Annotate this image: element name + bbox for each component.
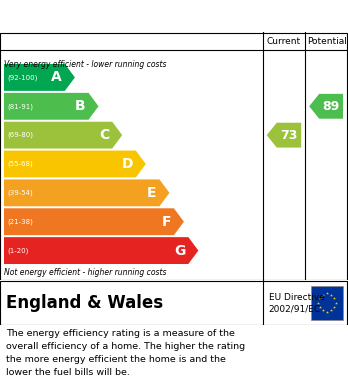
Text: Current: Current [267,36,301,45]
Polygon shape [4,151,146,178]
Polygon shape [4,93,98,120]
Text: (21-38): (21-38) [7,219,33,225]
Bar [311,285,343,319]
Polygon shape [4,122,122,149]
Text: F: F [161,215,171,229]
Text: (1-20): (1-20) [7,248,29,254]
Text: (55-68): (55-68) [7,161,33,167]
Text: E: E [147,186,157,200]
Text: 2002/91/EC: 2002/91/EC [269,305,321,314]
Text: (81-91): (81-91) [7,103,33,109]
Text: EU Directive: EU Directive [269,292,325,301]
Text: (39-54): (39-54) [7,190,33,196]
Polygon shape [309,94,343,119]
Text: A: A [51,70,62,84]
Text: (92-100): (92-100) [7,74,37,81]
Text: 89: 89 [323,100,340,113]
Polygon shape [4,237,198,264]
Polygon shape [4,179,169,206]
Text: Not energy efficient - higher running costs: Not energy efficient - higher running co… [4,268,166,277]
Polygon shape [4,64,75,91]
Text: The energy efficiency rating is a measure of the
overall efficiency of a home. T: The energy efficiency rating is a measur… [6,329,245,377]
Text: England & Wales: England & Wales [6,294,163,312]
Text: D: D [121,157,133,171]
Text: 73: 73 [280,129,298,142]
Text: G: G [174,244,185,258]
Text: (69-80): (69-80) [7,132,33,138]
Text: B: B [75,99,86,113]
Text: Very energy efficient - lower running costs: Very energy efficient - lower running co… [4,60,166,69]
Polygon shape [267,123,301,147]
Polygon shape [4,208,184,235]
Text: Potential: Potential [307,36,347,45]
Text: C: C [99,128,109,142]
Text: Energy Efficiency Rating: Energy Efficiency Rating [76,9,272,23]
